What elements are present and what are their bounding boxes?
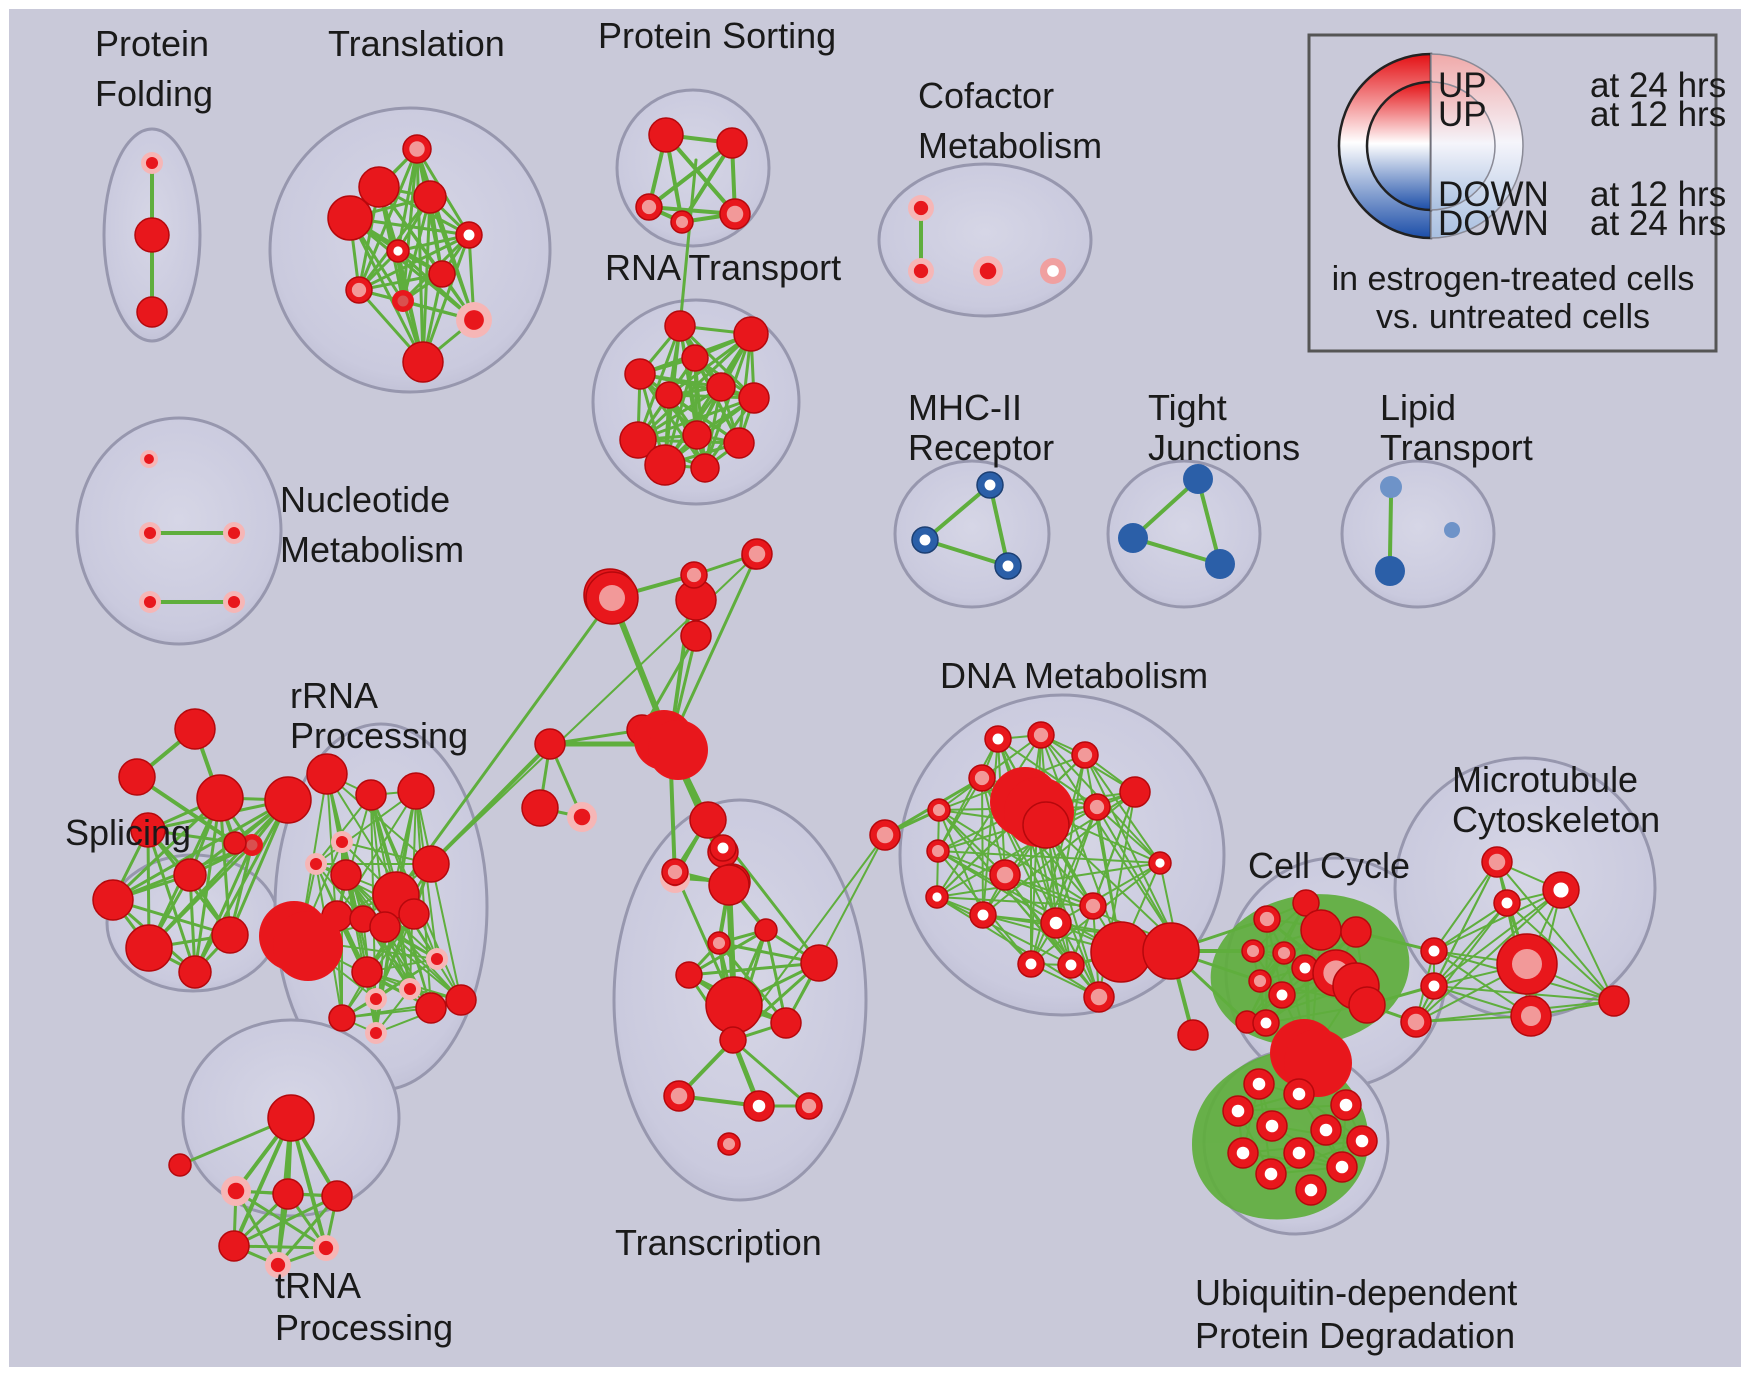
svg-text:Microtubule: Microtubule — [1452, 759, 1638, 800]
svg-text:Tight: Tight — [1148, 387, 1227, 428]
svg-text:UP: UP — [1438, 95, 1487, 134]
svg-text:Metabolism: Metabolism — [280, 529, 464, 570]
svg-text:Transport: Transport — [1380, 427, 1533, 468]
svg-text:Protein Degradation: Protein Degradation — [1195, 1315, 1515, 1356]
svg-text:at 12 hrs: at 12 hrs — [1590, 95, 1726, 134]
svg-text:Processing: Processing — [290, 715, 468, 756]
svg-text:at 24 hrs: at 24 hrs — [1590, 204, 1726, 243]
svg-text:Translation: Translation — [328, 23, 505, 64]
svg-text:Protein: Protein — [95, 23, 209, 64]
svg-text:Receptor: Receptor — [908, 427, 1054, 468]
svg-text:Cell Cycle: Cell Cycle — [1248, 845, 1410, 886]
svg-text:Folding: Folding — [95, 73, 213, 114]
svg-text:in estrogen-treated cells: in estrogen-treated cells — [1332, 260, 1695, 298]
svg-text:DOWN: DOWN — [1438, 204, 1549, 243]
svg-text:tRNA: tRNA — [275, 1265, 361, 1306]
svg-text:rRNA: rRNA — [290, 675, 378, 716]
svg-text:Protein Sorting: Protein Sorting — [598, 15, 836, 56]
svg-text:Nucleotide: Nucleotide — [280, 479, 450, 520]
svg-text:Splicing: Splicing — [65, 812, 191, 853]
svg-text:RNA Transport: RNA Transport — [605, 247, 841, 288]
svg-text:Transcription: Transcription — [615, 1222, 822, 1263]
svg-text:DNA Metabolism: DNA Metabolism — [940, 655, 1208, 696]
svg-text:Cytoskeleton: Cytoskeleton — [1452, 799, 1660, 840]
svg-text:Lipid: Lipid — [1380, 387, 1456, 428]
svg-text:Junctions: Junctions — [1148, 427, 1300, 468]
svg-text:Metabolism: Metabolism — [918, 125, 1102, 166]
svg-text:vs. untreated cells: vs. untreated cells — [1376, 298, 1650, 336]
svg-text:Cofactor: Cofactor — [918, 75, 1054, 116]
svg-text:Ubiquitin-dependent: Ubiquitin-dependent — [1195, 1272, 1517, 1313]
svg-text:MHC-II: MHC-II — [908, 387, 1022, 428]
svg-text:Processing: Processing — [275, 1307, 453, 1348]
